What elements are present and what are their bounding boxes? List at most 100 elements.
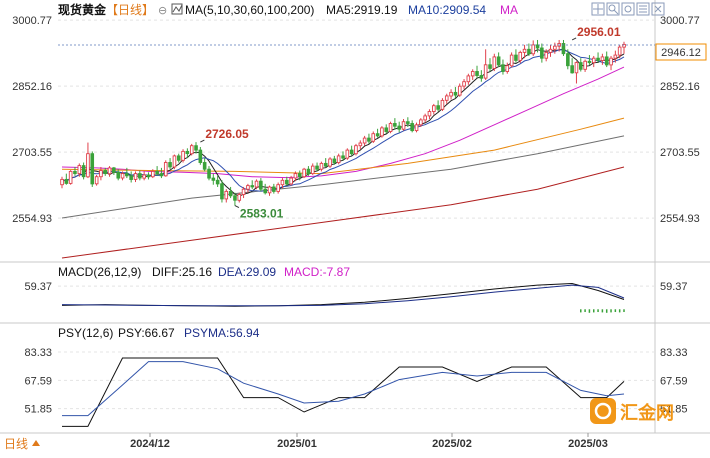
candle-down <box>501 64 505 72</box>
last-price-label: 2946.12 <box>661 47 701 59</box>
psy-value: PSY:66.67 <box>118 326 175 340</box>
ma-line-ma100 <box>61 135 625 219</box>
list-icon[interactable] <box>636 2 650 16</box>
candle-up <box>224 190 229 200</box>
period-tab-arrow-icon[interactable] <box>32 440 40 446</box>
candle-up <box>414 124 419 132</box>
candle-down <box>514 54 518 61</box>
candle-up <box>401 121 406 130</box>
ma-line-ma30 <box>61 66 625 179</box>
candle-up <box>470 71 475 77</box>
candle-up <box>310 165 315 175</box>
candle-up <box>280 179 285 186</box>
psy-tick-label-left: 67.59 <box>24 375 52 387</box>
candle-down <box>73 170 77 175</box>
price-tick-label-left: 3000.77 <box>12 15 52 27</box>
candle-up <box>427 111 432 117</box>
candle-up <box>345 149 350 159</box>
candle-up <box>336 155 341 164</box>
candle-down <box>397 125 402 130</box>
period-label[interactable]: 【日线】 <box>106 3 154 17</box>
settings-icon[interactable] <box>621 2 635 16</box>
price-tick-label-right: 2554.93 <box>660 213 700 225</box>
watermark-logo: 汇金网 <box>590 398 674 424</box>
candle-down <box>185 150 190 155</box>
price-axis: 3000.77 3000.77 2852.16 2852.16 2703.55 2703.… <box>12 15 700 225</box>
date-tick-label: 2025/01 <box>277 438 317 450</box>
candle-down <box>596 57 600 61</box>
candle-down <box>475 71 479 76</box>
candle-down <box>479 75 484 79</box>
ma-toggle-icon[interactable] <box>171 3 183 15</box>
zoom-icon[interactable] <box>606 2 620 16</box>
candle-up <box>77 165 82 175</box>
candle-down <box>194 145 198 151</box>
candle-up <box>362 137 367 144</box>
zoom-out-icon[interactable]: ⊖ <box>158 5 167 17</box>
candle-down <box>496 56 501 66</box>
candle-up <box>617 46 622 56</box>
psy-plot: 83.33 83.33 67.59 67.59 51.85 51.85 <box>24 347 688 427</box>
annotation-pointer <box>234 205 240 209</box>
candle-up <box>107 167 112 175</box>
candle-up <box>189 145 194 155</box>
candle-down <box>367 137 371 142</box>
annotation-pointer <box>200 139 205 143</box>
candle-down <box>176 155 181 161</box>
candle-up <box>518 51 523 61</box>
candle-up <box>94 176 99 185</box>
date-tick-label: 2024/12 <box>130 438 170 450</box>
candle-up <box>68 170 73 184</box>
macd-diff-value: DIFF:25.16 <box>152 265 212 279</box>
psyma-value: PSYMA:56.94 <box>184 326 260 340</box>
candle-down <box>211 177 216 181</box>
annotation-label: 2956.01 <box>577 25 621 39</box>
price-tick-label-left: 2703.55 <box>12 147 52 159</box>
candle-up <box>509 54 514 67</box>
psy-tick-label-left: 83.33 <box>24 347 52 359</box>
candle-down <box>297 173 302 178</box>
candle-down <box>81 165 86 178</box>
crosshair-icon[interactable] <box>591 2 605 16</box>
candle-down <box>125 173 129 177</box>
candle-up <box>449 91 453 97</box>
candle-down <box>155 170 159 175</box>
period-tab[interactable]: 日线 <box>4 437 28 451</box>
ma10-value: MA10:2909.54 <box>408 3 486 17</box>
candle-up <box>613 54 618 59</box>
candle-up <box>622 43 626 48</box>
candle-down <box>341 155 345 159</box>
psy-tick-label-right: 83.33 <box>660 347 688 359</box>
candle-up <box>289 177 293 185</box>
candle-down <box>168 162 172 168</box>
candle-down <box>129 175 133 180</box>
candle-up <box>419 119 423 126</box>
candle-up <box>591 57 596 64</box>
candle-down <box>233 195 237 201</box>
candle-up <box>276 184 280 192</box>
candle-up <box>553 45 557 50</box>
candle-up <box>60 178 64 186</box>
ma-line-ma10 <box>61 49 625 192</box>
candle-up <box>600 56 605 61</box>
candle-down <box>198 149 203 163</box>
candle-down <box>604 56 609 66</box>
price-tick-label-right: 2852.16 <box>660 81 700 93</box>
macd-dea-line <box>61 284 625 307</box>
candle-down <box>527 48 531 55</box>
psy-tick-label-left: 51.85 <box>24 404 52 416</box>
candle-down <box>535 44 540 49</box>
candle-down <box>375 133 380 137</box>
candle-down <box>64 178 69 184</box>
ma-params: MA(5,10,30,60,100,200) <box>185 3 314 17</box>
macd-macd-value: MACD:-7.87 <box>284 265 350 279</box>
candle-up <box>457 85 462 96</box>
candle-down <box>159 173 164 177</box>
symbol-title: 现货黄金 <box>58 2 107 17</box>
close-icon[interactable] <box>651 2 665 16</box>
candle-up <box>237 194 242 201</box>
candle-up <box>505 65 510 72</box>
candle-up <box>358 142 363 147</box>
candle-up <box>531 44 536 55</box>
